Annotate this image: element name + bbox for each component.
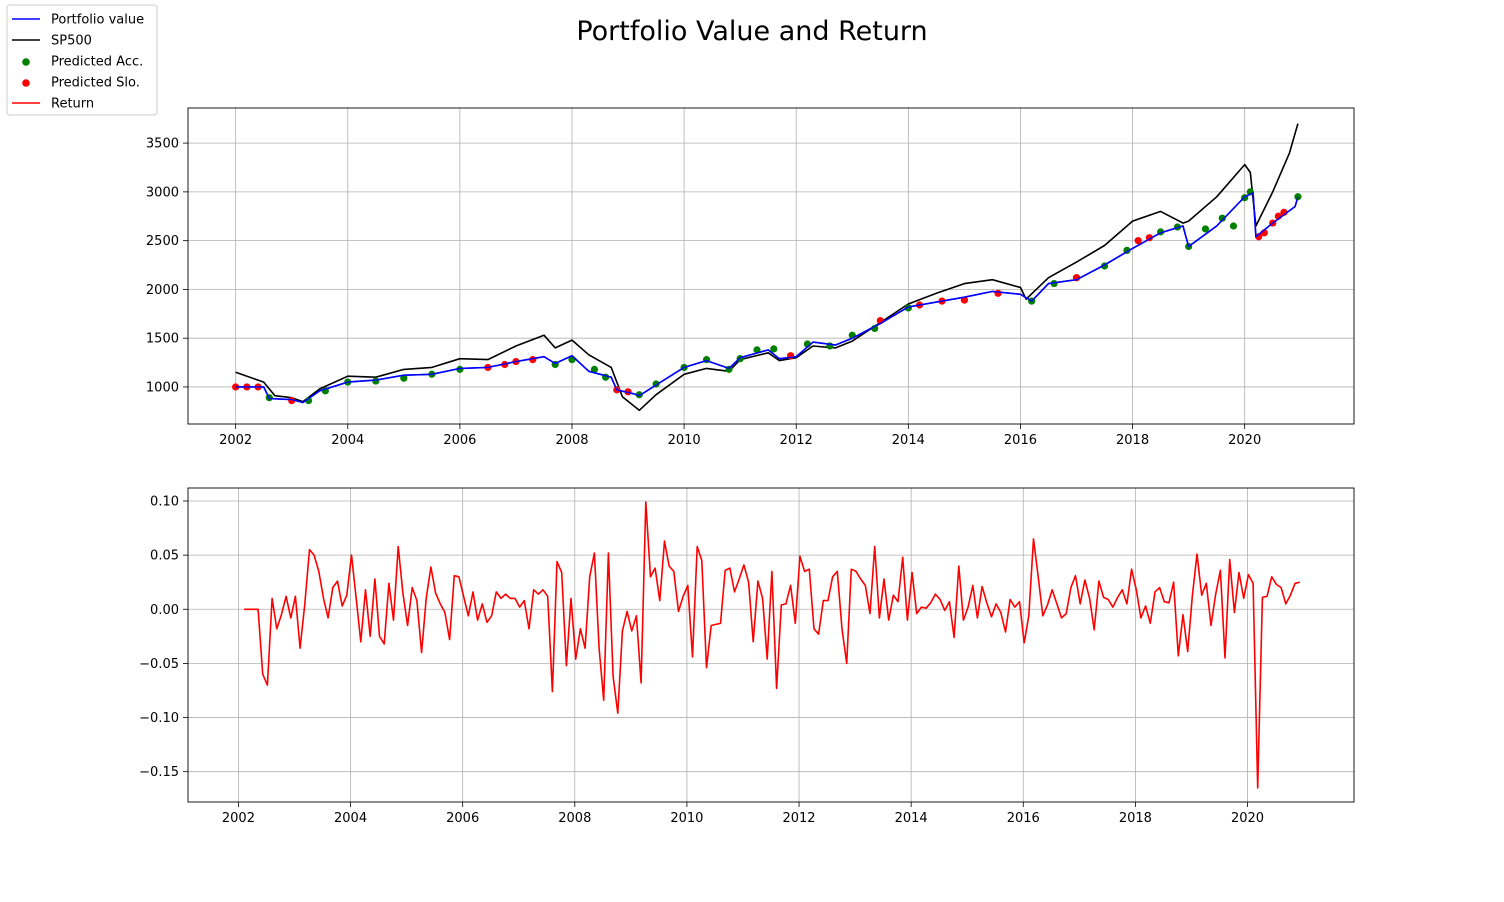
legend-predicted-acc--swatch <box>22 58 30 66</box>
predicted-slo--point <box>994 289 1002 297</box>
bottom-x-tick-label: 2014 <box>895 811 928 826</box>
bottom-x-tick-label: 2010 <box>670 811 703 826</box>
top-x-tick-label: 2004 <box>331 433 364 448</box>
top-plot-area <box>232 123 1302 412</box>
predicted-acc--point <box>590 365 599 373</box>
bottom-y-tick-label: −0.05 <box>139 657 179 672</box>
bottom-x-tick-label: 2020 <box>1231 811 1264 826</box>
predicted-acc--point <box>1201 225 1210 233</box>
predicted-slo--point <box>960 296 968 304</box>
predicted-acc--point <box>1229 222 1238 230</box>
top-x-tick-label: 2010 <box>668 433 701 448</box>
legend-predicted-slo--label: Predicted Slo. <box>51 76 140 91</box>
top-x-tick-label: 2008 <box>555 433 588 448</box>
top-axes-frame <box>187 107 1355 425</box>
bottom-axes-frame <box>187 487 1355 803</box>
bottom-x-tick-label: 2008 <box>558 811 591 826</box>
predicted-acc--point <box>400 374 408 382</box>
bottom-y-tick-label: −0.15 <box>139 765 179 780</box>
sp500-line <box>235 123 1299 412</box>
predicted-slo--point <box>288 396 296 405</box>
predicted-acc--point <box>753 346 761 354</box>
bottom-y-tick-label: −0.10 <box>139 711 179 726</box>
predicted-acc--point <box>1218 214 1226 222</box>
top-x-tick-label: 2018 <box>1116 433 1149 448</box>
bottom-x-tick-label: 2002 <box>222 811 255 826</box>
bottom-y-tick-label: 0.05 <box>150 549 179 564</box>
top-y-tick-label: 3000 <box>146 185 179 200</box>
bottom-x-tick-label: 2016 <box>1007 811 1040 826</box>
predicted-acc--point <box>456 365 464 373</box>
legend-portfolio-value-label: Portfolio value <box>51 13 144 28</box>
top-y-tick-label: 2000 <box>146 283 179 298</box>
predicted-acc--point <box>1294 193 1302 201</box>
legend-return-label: Return <box>51 97 94 112</box>
return-line <box>244 501 1300 789</box>
bottom-x-tick-label: 2006 <box>446 811 479 826</box>
legend-box <box>6 4 158 116</box>
top-x-tick-label: 2012 <box>780 433 813 448</box>
top-x-tick-label: 2020 <box>1228 433 1261 448</box>
top-y-tick-label: 3500 <box>146 137 179 152</box>
predicted-acc--point <box>1050 279 1058 288</box>
bottom-y-tick-label: 0.00 <box>150 603 179 618</box>
bottom-plot-area <box>244 501 1300 789</box>
top-x-tick-label: 2016 <box>1004 433 1037 448</box>
top-y-tick-label: 1000 <box>146 380 179 395</box>
top-y-tick-label: 1500 <box>146 332 179 347</box>
bottom-y-tick-label: 0.10 <box>150 494 179 509</box>
legend-sp500-label: SP500 <box>51 34 92 49</box>
figure-title: Portfolio Value and Return <box>576 16 927 47</box>
predicted-acc--point <box>635 391 643 399</box>
bottom-x-tick-label: 2012 <box>782 811 815 826</box>
top-x-tick-label: 2006 <box>443 433 476 448</box>
predicted-acc--point <box>770 345 778 353</box>
figure-legend: Portfolio value SP500 Predicted Acc. Predic… <box>6 4 158 116</box>
predicted-slo--point <box>1134 237 1142 245</box>
return-axes: 2002 2004 2006 2008 2010 2012 2014 2016 2018 2020… <box>139 487 1355 826</box>
bottom-x-tick-label: 2004 <box>334 811 367 826</box>
top-y-tick-label: 2500 <box>146 234 179 249</box>
top-x-tick-label: 2002 <box>219 433 252 448</box>
legend-predicted-slo--swatch <box>22 79 30 87</box>
legend-predicted-acc--label: Predicted Acc. <box>51 55 143 70</box>
predicted-acc--point <box>304 396 313 405</box>
portfolio-value-line-overlay <box>235 192 1299 404</box>
portfolio-value-axes: 2002 2004 2006 2008 2010 2012 2014 2016 2018 2020… <box>146 107 1355 448</box>
predicted-acc--point <box>372 377 380 385</box>
bottom-x-tick-label: 2018 <box>1119 811 1152 826</box>
top-x-tick-label: 2014 <box>892 433 925 448</box>
predicted-slo--point <box>1255 233 1263 241</box>
